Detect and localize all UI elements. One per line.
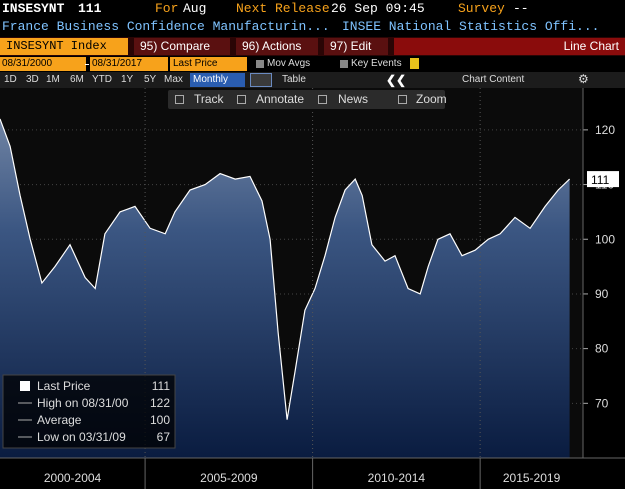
toolbar-button[interactable]: News <box>338 92 369 106</box>
legend-value: 111 <box>152 379 171 393</box>
period-button[interactable]: 5Y <box>144 74 157 85</box>
legend-value: 67 <box>157 430 171 444</box>
y-tick-label: 80 <box>595 342 609 356</box>
toolbar-button[interactable]: Track <box>194 92 224 106</box>
last-value-label: 111 <box>591 173 610 187</box>
toolbar-icon[interactable] <box>175 95 184 104</box>
x-band-label: 2010-2014 <box>368 471 426 485</box>
ticker: INSESYNT <box>2 1 65 16</box>
mov-avgs-checkbox[interactable] <box>256 60 264 68</box>
period-button[interactable]: 1M <box>46 74 60 85</box>
legend: Last Price 111 High on 08/31/00 122 Average 1… <box>2 374 176 449</box>
field-select[interactable]: Last Price <box>170 57 247 71</box>
toolbar-icon[interactable] <box>398 95 407 104</box>
last-value-box <box>587 171 619 188</box>
legend-box <box>2 374 176 449</box>
price: 111 <box>78 1 102 16</box>
end-date[interactable]: 08/31/2017 <box>90 57 168 71</box>
toolbar-icon[interactable] <box>237 95 246 104</box>
legend-swatch <box>20 381 30 391</box>
x-band-label: 2015-2019 <box>503 471 561 485</box>
y-tick-label: 120 <box>595 123 615 137</box>
mov-avgs[interactable]: Mov Avgs <box>267 58 311 69</box>
key-events-checkbox[interactable] <box>340 60 348 68</box>
settings-icon[interactable]: ⚙ <box>578 72 589 86</box>
for-value: Aug <box>183 1 207 16</box>
toolbar-icon[interactable] <box>318 95 327 104</box>
y-tick-label: 90 <box>595 287 609 301</box>
period-button[interactable]: 1D <box>4 74 17 85</box>
info-icon[interactable] <box>410 58 419 69</box>
release-label: Next Release <box>236 1 330 16</box>
period-button[interactable]: 3D <box>26 74 39 85</box>
edit-button[interactable]: 97) Edit <box>324 38 388 55</box>
date-separator <box>85 64 89 65</box>
collapse-icon[interactable]: ❮❮ <box>386 73 407 87</box>
toolbar-button[interactable]: Annotate <box>256 92 305 106</box>
y-tick-label: 100 <box>595 232 615 246</box>
line-chart-toggle[interactable] <box>250 73 272 87</box>
chart-toolbar <box>168 90 445 109</box>
x-band-label: 2000-2004 <box>44 471 102 485</box>
survey-label: Survey <box>458 1 505 16</box>
period-button[interactable]: YTD <box>92 74 112 85</box>
y-tick-label: 70 <box>595 396 609 410</box>
survey-value: -- <box>513 1 529 16</box>
legend-label: Last Price <box>37 379 91 393</box>
legend-value: 122 <box>150 396 170 410</box>
toolbar-button[interactable]: Zoom <box>416 92 447 106</box>
for-label: For <box>155 1 179 16</box>
legend-value: 100 <box>150 413 170 427</box>
source: INSEE National Statistics Offi... <box>342 19 600 34</box>
legend-label: Average <box>37 413 82 427</box>
area <box>0 118 570 459</box>
period-button[interactable]: 1Y <box>121 74 134 85</box>
compare-button[interactable]: 95) Compare <box>134 38 230 55</box>
x-band-label: 2005-2009 <box>200 471 258 485</box>
legend-label: Low on 03/31/09 <box>37 430 126 444</box>
chart-content[interactable]: Chart Content <box>462 74 525 85</box>
legend-label: High on 08/31/00 <box>37 396 129 410</box>
actions-button[interactable]: 96) Actions <box>236 38 318 55</box>
security-field[interactable]: INSESYNT Index <box>0 38 128 55</box>
line <box>0 118 571 420</box>
period-button[interactable]: Max <box>164 74 183 85</box>
frequency-select[interactable]: Monthly <box>190 73 245 87</box>
table-toggle[interactable]: Table <box>282 74 306 85</box>
key-events[interactable]: Key Events <box>351 58 402 69</box>
release-value: 26 Sep 09:45 <box>331 1 425 16</box>
view-button[interactable]: Line Chart <box>394 38 625 55</box>
period-button[interactable]: 6M <box>70 74 84 85</box>
period-bar <box>0 72 625 88</box>
start-date[interactable]: 08/31/2000 <box>0 57 86 71</box>
description: France Business Confidence Manufacturin.… <box>2 19 330 34</box>
